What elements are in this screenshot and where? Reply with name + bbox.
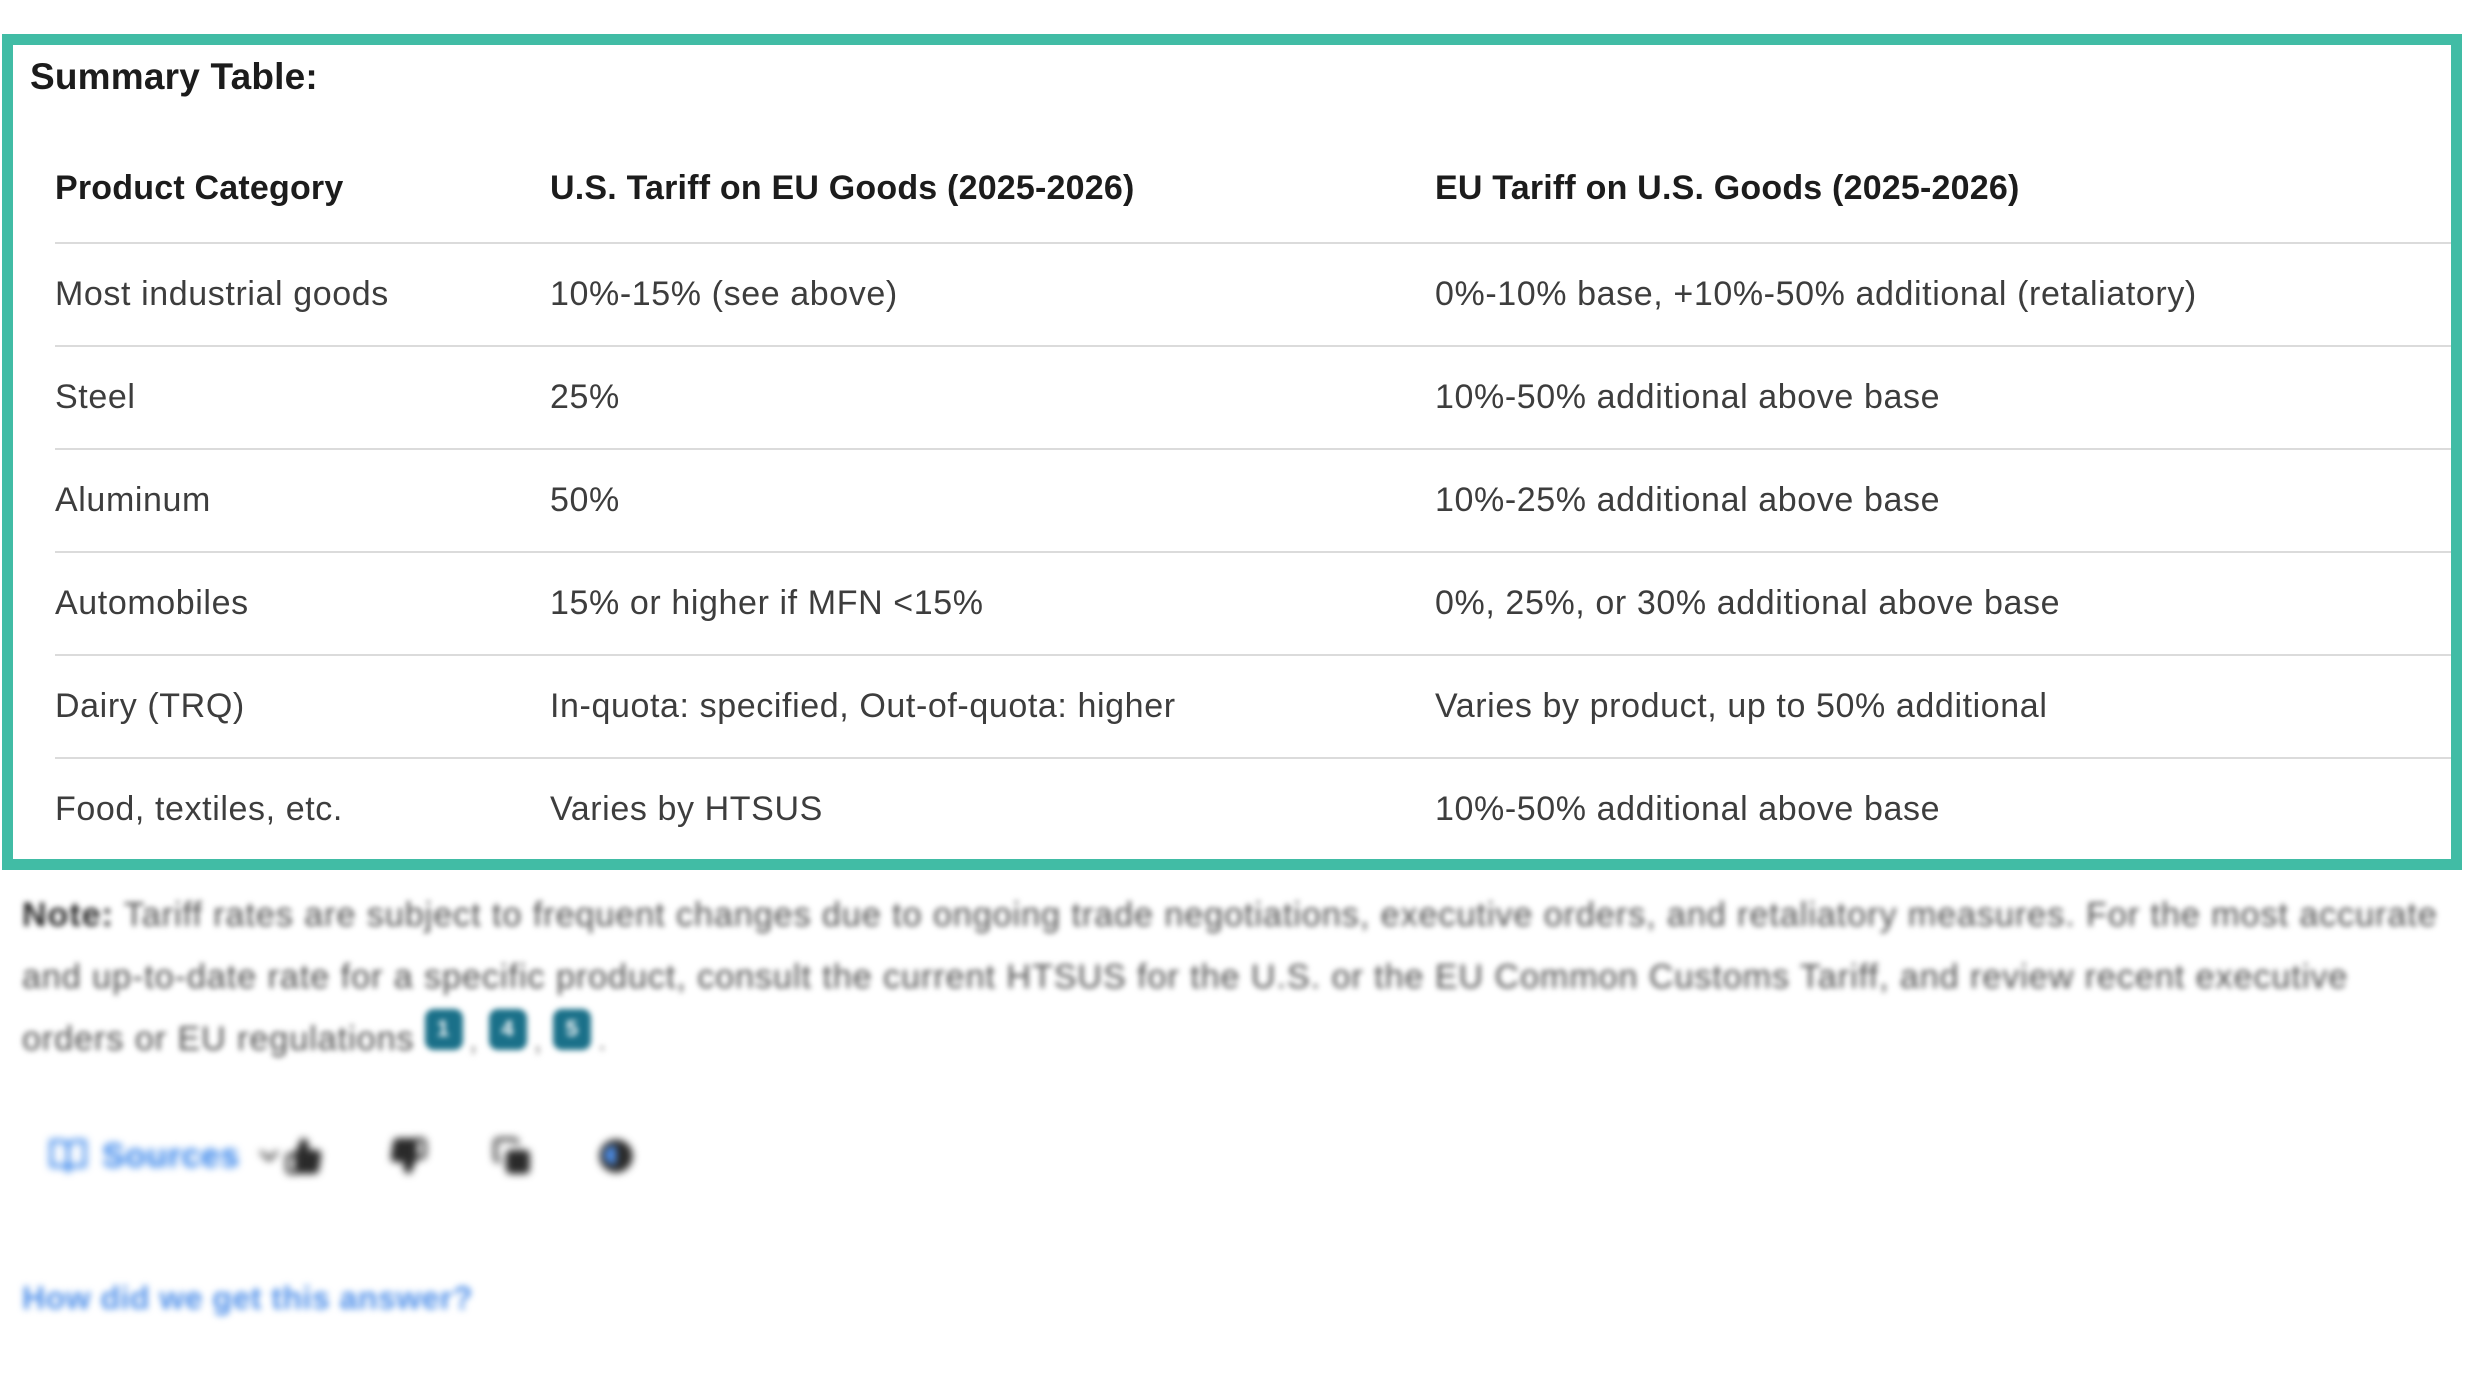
thumbs-up-icon	[284, 1136, 326, 1176]
chevron-down-icon	[254, 1141, 284, 1171]
table-highlight-box: Summary Table: Product Category U.S. Tar…	[2, 34, 2462, 870]
citation-chip[interactable]: 5	[553, 1008, 592, 1050]
tariff-summary-table: Product Category U.S. Tariff on EU Goods…	[55, 97, 2451, 860]
citation-separator: ,	[468, 1020, 479, 1058]
citation-chip[interactable]: 4	[488, 1008, 527, 1050]
note-text: Tariff rates are subject to frequent cha…	[22, 896, 2438, 1058]
table-header-row: Product Category U.S. Tariff on EU Goods…	[55, 97, 2451, 242]
sources-dropdown-button[interactable]: Sources	[48, 1136, 284, 1176]
table-row: Food, textiles, etc. Varies by HTSUS 10%…	[55, 757, 2451, 860]
column-header-us-tariff: U.S. Tariff on EU Goods (2025-2026)	[550, 169, 1135, 207]
cell-eu-tariff: 10%-50% additional above base	[1435, 378, 1941, 416]
cell-eu-tariff: 10%-50% additional above base	[1435, 790, 1941, 828]
cell-us-tariff: Varies by HTSUS	[550, 790, 823, 828]
table-row: Automobiles 15% or higher if MFN <15% 0%…	[55, 551, 2451, 654]
column-header-eu-tariff: EU Tariff on U.S. Goods (2025-2026)	[1435, 169, 2020, 207]
sources-action-bar: Sources	[48, 1126, 638, 1186]
table-row: Dairy (TRQ) In-quota: specified, Out-of-…	[55, 654, 2451, 757]
cell-eu-tariff: Varies by product, up to 50% additional	[1435, 687, 2048, 725]
citation-chip[interactable]: 1	[424, 1008, 463, 1050]
cell-us-tariff: 25%	[550, 378, 620, 416]
sources-label: Sources	[102, 1136, 240, 1175]
thumbs-down-icon	[388, 1136, 430, 1176]
copy-button[interactable]	[492, 1135, 534, 1177]
table-row: Steel 25% 10%-50% additional above base	[55, 345, 2451, 448]
cell-eu-tariff: 0%-10% base, +10%-50% additional (retali…	[1435, 275, 2197, 313]
summary-table-title: Summary Table:	[30, 56, 318, 97]
thumbs-up-button[interactable]	[284, 1135, 326, 1177]
note-terminator: .	[597, 1020, 608, 1058]
share-button[interactable]	[596, 1135, 638, 1177]
cell-product-category: Dairy (TRQ)	[55, 687, 245, 725]
cell-product-category: Most industrial goods	[55, 275, 389, 313]
cell-product-category: Aluminum	[55, 481, 211, 519]
copy-icon	[492, 1136, 534, 1176]
cell-eu-tariff: 0%, 25%, or 30% additional above base	[1435, 584, 2061, 622]
cell-us-tariff: 50%	[550, 481, 620, 519]
table-row: Most industrial goods 10%-15% (see above…	[55, 242, 2451, 345]
share-icon	[596, 1136, 638, 1176]
cell-us-tariff: 10%-15% (see above)	[550, 275, 898, 313]
column-header-product-category: Product Category	[55, 169, 344, 207]
cell-product-category: Food, textiles, etc.	[55, 790, 343, 828]
cell-eu-tariff: 10%-25% additional above base	[1435, 481, 1941, 519]
citation-separator: ,	[532, 1020, 544, 1058]
thumbs-down-button[interactable]	[388, 1135, 430, 1177]
cell-us-tariff: 15% or higher if MFN <15%	[550, 584, 984, 622]
table-row: Aluminum 50% 10%-25% additional above ba…	[55, 448, 2451, 551]
note-paragraph: Note: Tariff rates are subject to freque…	[22, 884, 2444, 1070]
book-open-icon	[48, 1136, 88, 1176]
how-did-we-get-this-answer-link[interactable]: How did we get this answer?	[22, 1280, 473, 1316]
cell-us-tariff: In-quota: specified, Out-of-quota: highe…	[550, 687, 1176, 725]
note-label: Note:	[22, 896, 114, 934]
table-container: Summary Table: Product Category U.S. Tar…	[13, 45, 2451, 859]
cell-product-category: Automobiles	[55, 584, 249, 622]
cell-product-category: Steel	[55, 378, 136, 416]
